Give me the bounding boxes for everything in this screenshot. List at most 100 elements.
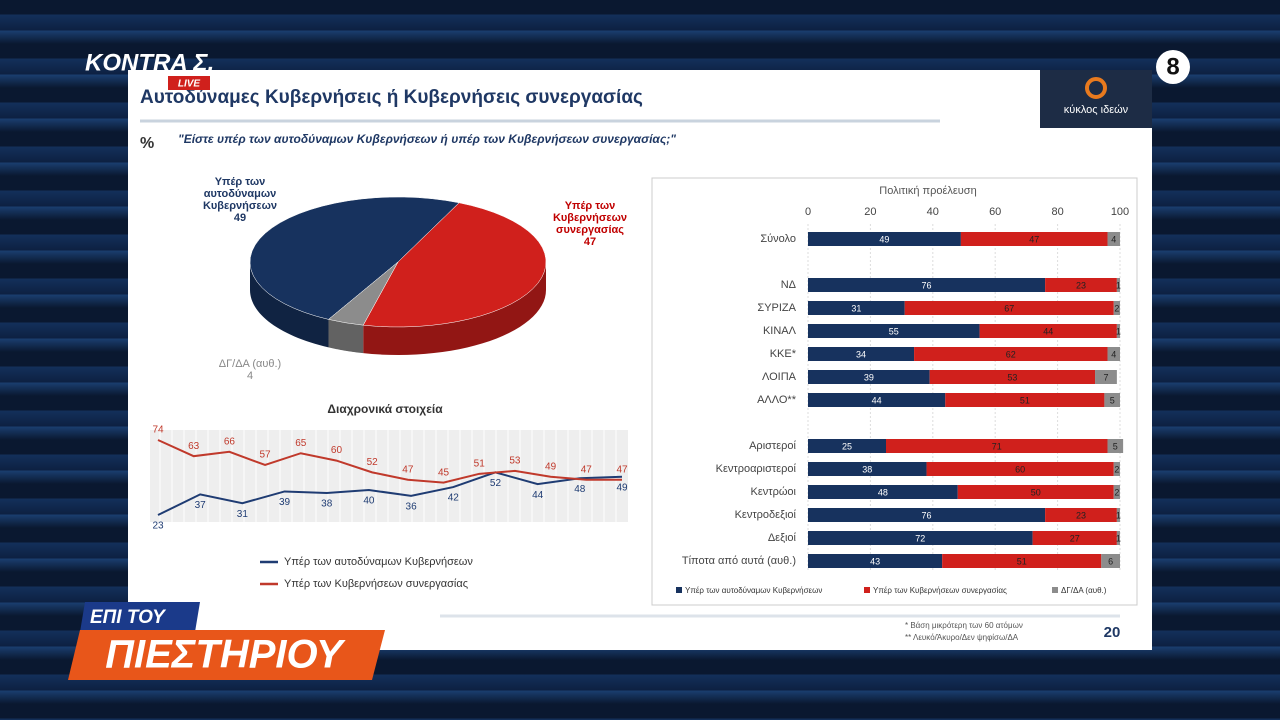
bar-segment — [1104, 393, 1120, 407]
pie-side — [328, 319, 364, 354]
slide-title: Αυτοδύναμες Κυβερνήσεις ή Κυβερνήσεις συ… — [140, 87, 643, 108]
live-badge — [168, 76, 210, 90]
legend-label: Υπέρ των Κυβερνήσεων συνεργασίας — [284, 578, 468, 590]
legend-swatch — [1052, 587, 1058, 593]
bar-segment — [1101, 554, 1120, 568]
bar-title: Πολιτική προέλευση — [879, 185, 976, 197]
bar-segment — [960, 232, 1108, 246]
y-tick-label: Τίποτα από αυτά (αυθ.) — [682, 555, 796, 567]
y-tick-label: Κεντροαριστεροί — [716, 463, 797, 475]
legend-swatch — [864, 587, 870, 593]
pie-side — [363, 262, 546, 355]
bar-segment — [957, 485, 1114, 499]
bar-segment — [926, 462, 1114, 476]
y-tick-label: Κεντρώοι — [751, 486, 797, 498]
show-top-box — [80, 602, 200, 632]
bar-segment — [808, 485, 958, 499]
pie-side — [250, 262, 329, 348]
data-label: 4 — [1111, 349, 1116, 359]
data-label: 23 — [1076, 510, 1086, 520]
bar-segment — [929, 370, 1096, 384]
data-label: 5 — [1110, 395, 1115, 405]
y-tick-label: ΚΙΝΑΛ — [763, 325, 797, 337]
data-label: 44 — [532, 490, 544, 501]
bar-segment — [1107, 439, 1124, 453]
data-label: 47 — [581, 464, 593, 475]
data-label: 27 — [1070, 533, 1080, 543]
pie-label: Υπέρ των αυτοδύναμων Κυβερνήσεων — [202, 176, 278, 212]
data-label: 51 — [474, 458, 486, 469]
bar-segment — [942, 554, 1102, 568]
x-tick-label: 60 — [989, 206, 1001, 218]
pie-label: Υπέρ των Κυβερνήσεων συνεργασίας — [552, 200, 628, 236]
bar-segment — [808, 324, 980, 338]
pie-slice — [362, 202, 547, 328]
y-tick-label: Σύνολο — [760, 233, 796, 245]
data-label: 38 — [321, 499, 333, 510]
live: LIVE — [178, 79, 201, 90]
data-label: 4 — [1111, 234, 1116, 244]
y-tick-label: ΛΟΙΠΑ — [762, 371, 797, 383]
y-tick-label: Αριστεροί — [749, 440, 796, 452]
data-label: 72 — [915, 533, 925, 543]
legend-label: ΔΓ/ΔΑ (αυθ.) — [1061, 586, 1107, 595]
bar-segment — [1045, 278, 1117, 292]
unit: % — [140, 135, 154, 152]
show-main-box — [68, 630, 385, 680]
bar-segment — [808, 531, 1033, 545]
pie-slice — [327, 261, 399, 326]
legend-swatch — [676, 587, 682, 593]
channel-badge — [1156, 50, 1190, 84]
bar-segment — [1116, 531, 1120, 545]
data-label: 67 — [1004, 303, 1014, 313]
legend-label: Υπέρ των αυτοδύναμων Κυβερνήσεων — [685, 586, 822, 595]
y-tick-label: Κεντροδεξιοί — [735, 509, 797, 521]
bar-segment — [1116, 508, 1120, 522]
data-label: 52 — [367, 457, 379, 468]
y-tick-label: ΣΥΡΙΖΑ — [757, 302, 796, 314]
data-label: 76 — [922, 280, 932, 290]
data-label: 60 — [331, 445, 343, 456]
bar-segment — [945, 393, 1105, 407]
x-tick-label: 80 — [1051, 206, 1063, 218]
data-label: 49 — [879, 234, 889, 244]
bar-segment — [808, 508, 1046, 522]
bar-segment — [808, 278, 1046, 292]
pie-value: 47 — [583, 236, 597, 248]
data-label: 63 — [188, 441, 200, 452]
footnote: * Βάση μικρότερη των 60 ατόμων — [905, 621, 1023, 630]
data-label: 1 — [1116, 533, 1121, 543]
pie-slice — [249, 196, 460, 320]
data-label: 31 — [851, 303, 861, 313]
data-label: 25 — [842, 441, 852, 451]
bar-segment — [1032, 531, 1117, 545]
channel-number: 8 — [1166, 53, 1179, 80]
bar-segment — [808, 554, 943, 568]
data-label: 6 — [1108, 556, 1113, 566]
data-label: 39 — [864, 372, 874, 382]
bar-segment — [904, 301, 1114, 315]
data-label: 47 — [402, 464, 414, 475]
data-label: 49 — [545, 461, 557, 472]
question: "Είστε υπέρ των αυτοδύναμων Κυβερνήσεων … — [178, 132, 676, 146]
bar-segment — [808, 347, 915, 361]
bar-segment — [1107, 347, 1120, 361]
data-label: 47 — [616, 464, 628, 475]
bar-segment — [1113, 462, 1120, 476]
bar-segment — [914, 347, 1108, 361]
bar-segment — [808, 462, 927, 476]
data-label: 48 — [878, 487, 888, 497]
bar-segment — [808, 301, 905, 315]
legend-label: Υπέρ των αυτοδύναμων Κυβερνήσεων — [284, 556, 473, 568]
footnote: ** Λευκό/Άκυρο/Δεν ψηφίσω/ΔΑ — [905, 633, 1019, 642]
data-label: 51 — [1017, 556, 1027, 566]
bar-segment — [808, 439, 886, 453]
data-label: 52 — [490, 478, 502, 489]
data-label: 51 — [1020, 395, 1030, 405]
data-label: 55 — [889, 326, 899, 336]
data-label: 47 — [1029, 234, 1039, 244]
y-tick-label: ΝΔ — [781, 279, 797, 291]
data-label: 1 — [1116, 510, 1121, 520]
bar-segment — [808, 232, 961, 246]
